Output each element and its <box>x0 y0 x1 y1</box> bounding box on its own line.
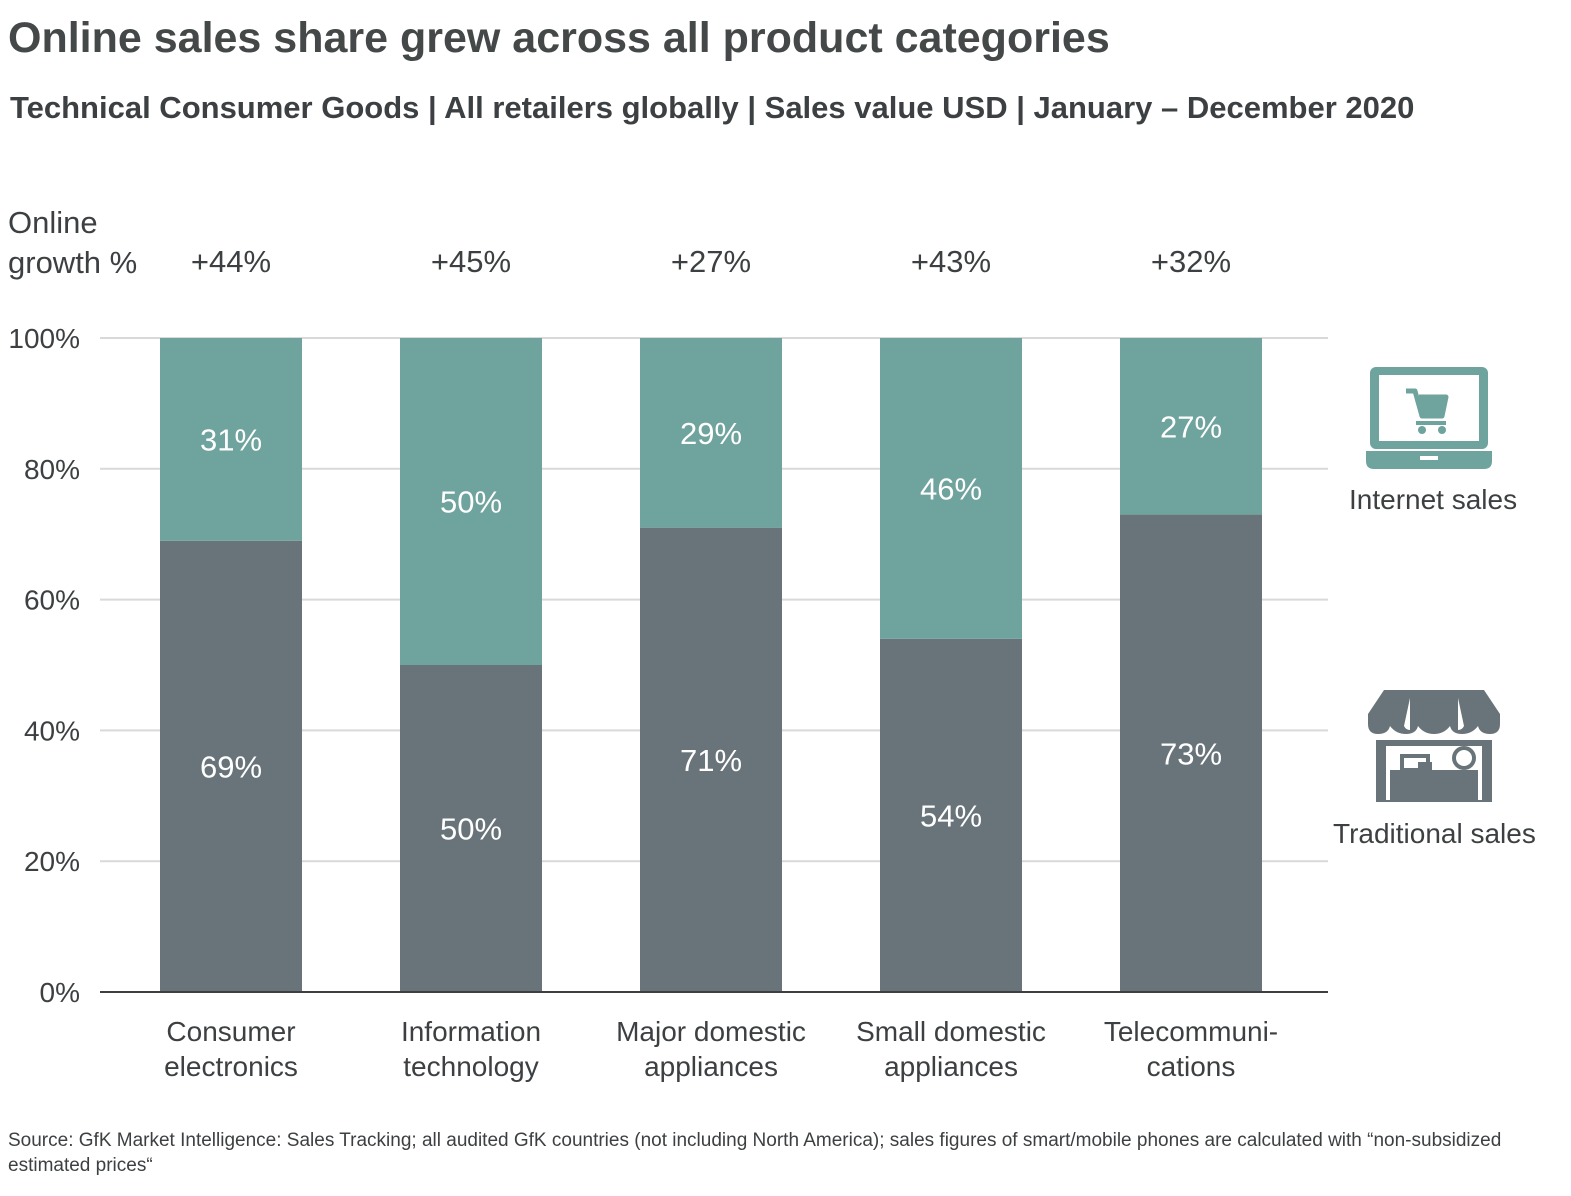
bar-data-label: 73% <box>1160 736 1222 771</box>
y-tick-label: 0% <box>40 977 80 1008</box>
online-growth-label-line2: growth % <box>8 245 138 280</box>
y-tick-label: 100% <box>8 323 80 354</box>
x-category-label: Major domestic <box>616 1016 806 1047</box>
bar-segment-traditional-sales <box>400 665 542 992</box>
online-growth-value: +27% <box>671 244 751 279</box>
bar-segment-traditional-sales <box>640 527 782 992</box>
online-growth-label-line1: Online <box>8 205 98 240</box>
bar-segment-internet-sales <box>160 338 302 541</box>
legend-traditional-sales-label: Traditional sales <box>1333 818 1536 849</box>
bar-labels: 69% 31% +44% 50% 50% +45% 71% 29% +27% 54% 46% +43%… <box>191 244 1231 847</box>
chart-subtitle: Technical Consumer Goods | All retailers… <box>10 90 1415 125</box>
bar-data-label: 46% <box>920 471 982 506</box>
online-growth-value: +43% <box>911 244 991 279</box>
bar-data-label: 31% <box>200 422 262 457</box>
bar-data-label: 50% <box>440 812 502 847</box>
bars <box>160 338 1262 992</box>
bar-segment-traditional-sales <box>1120 514 1262 992</box>
bar-segment-internet-sales <box>1120 338 1262 515</box>
bar-data-label: 50% <box>440 485 502 520</box>
x-category-label: appliances <box>884 1051 1018 1082</box>
x-category-label: technology <box>403 1051 538 1082</box>
legend-internet-sales-label: Internet sales <box>1349 484 1518 515</box>
bar-data-label: 71% <box>680 743 742 778</box>
online-growth-label: Online growth % <box>8 203 137 283</box>
bar-data-label: 27% <box>1160 409 1222 444</box>
x-category-label: Small domestic <box>856 1016 1046 1047</box>
x-category-label: Information <box>401 1016 541 1047</box>
bar-data-label: 29% <box>680 416 742 451</box>
x-category-label: electronics <box>164 1051 298 1082</box>
x-category-label: appliances <box>644 1051 778 1082</box>
y-tick-label: 40% <box>24 715 80 746</box>
chart-title: Online sales share grew across all produ… <box>8 14 1110 62</box>
bar-data-label: 69% <box>200 749 262 784</box>
online-growth-value: +44% <box>191 244 271 279</box>
y-tick-label: 80% <box>24 454 80 485</box>
online-growth-value: +45% <box>431 244 511 279</box>
bar-segment-traditional-sales <box>880 638 1022 992</box>
laptop-cart-icon <box>1366 367 1492 469</box>
bar-segment-traditional-sales <box>160 540 302 992</box>
storefront-icon <box>1368 690 1500 802</box>
online-growth-value: +32% <box>1151 244 1231 279</box>
axes: 0% 20% 40% 60% 80% 100% Consumer electronics Inf… <box>8 323 1328 1082</box>
bar-data-label: 54% <box>920 798 982 833</box>
x-category-label: cations <box>1147 1051 1236 1082</box>
x-category-label: Telecommuni- <box>1104 1016 1278 1047</box>
y-tick-label: 60% <box>24 585 80 616</box>
y-tick-label: 20% <box>24 846 80 877</box>
bar-segment-internet-sales <box>880 338 1022 639</box>
x-category-label: Consumer <box>166 1016 295 1047</box>
source-note: Source: GfK Market Intelligence: Sales T… <box>8 1130 1502 1176</box>
bar-segment-internet-sales <box>640 338 782 528</box>
bar-segment-internet-sales <box>400 338 542 665</box>
